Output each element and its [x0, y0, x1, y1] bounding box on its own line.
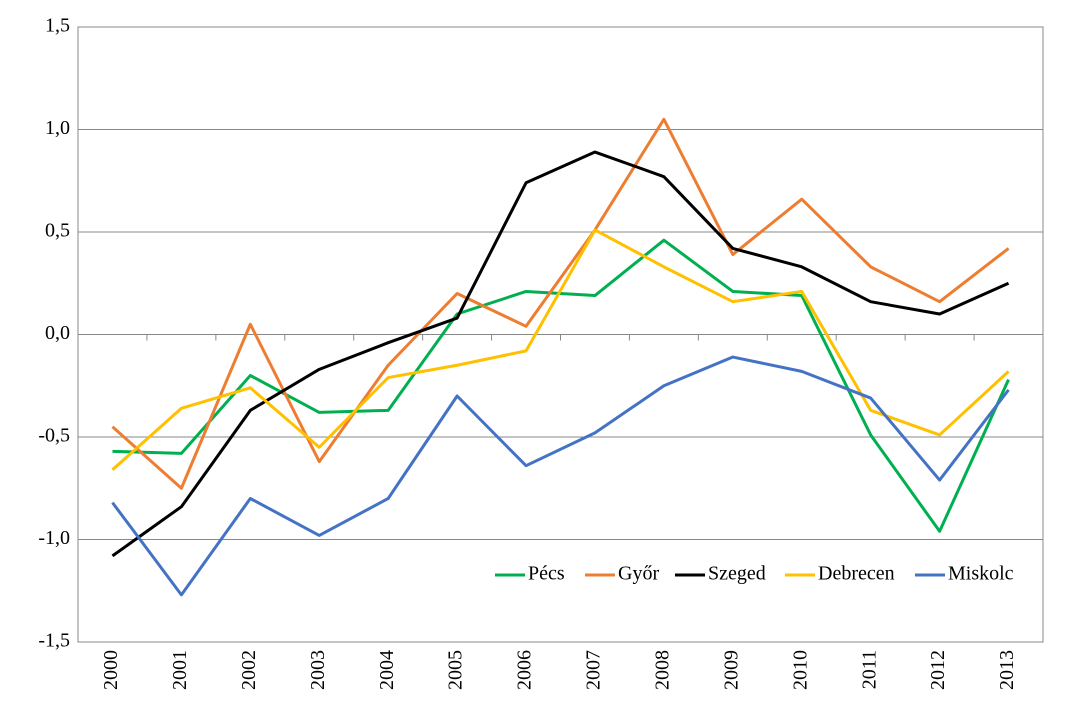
line — [111, 355, 1010, 597]
line — [111, 228, 1010, 471]
x-tick-label: 2011 — [858, 650, 880, 689]
x-tick-label: 2004 — [376, 650, 398, 690]
line — [111, 117, 1010, 490]
x-tick-label: 2007 — [583, 650, 605, 690]
y-tick-label: 1,0 — [45, 117, 70, 139]
legend-label: Győr — [618, 563, 659, 585]
x-tick-label: 2008 — [651, 650, 673, 690]
x-tick-label: 2006 — [514, 650, 536, 690]
y-tick-label: 0,5 — [45, 220, 70, 242]
y-tick-label: -1,5 — [38, 630, 70, 652]
legend-label: Szeged — [708, 563, 766, 585]
x-tick-label: 2013 — [996, 650, 1018, 690]
line — [111, 150, 1010, 558]
line — [112, 238, 1010, 533]
x-tick-label: 2010 — [789, 650, 811, 690]
y-tick-label: -1,0 — [38, 527, 70, 549]
y-tick-label: 0,0 — [45, 322, 70, 344]
x-tick-label: 2005 — [445, 650, 467, 690]
legend-label: Miskolc — [948, 563, 1014, 585]
x-tick-label: 2009 — [720, 650, 742, 690]
x-tick-label: 2012 — [927, 650, 949, 690]
x-tick-label: 2002 — [238, 650, 260, 690]
x-tick-label: 2000 — [100, 650, 122, 690]
y-tick-label: 1,5 — [45, 15, 70, 37]
x-tick-label: 2001 — [169, 650, 191, 690]
y-tick-label: -0,5 — [38, 425, 70, 447]
legend-label: Pécs — [528, 563, 565, 585]
legend-label: Debrecen — [818, 563, 895, 585]
x-tick-label: 2003 — [307, 650, 329, 690]
